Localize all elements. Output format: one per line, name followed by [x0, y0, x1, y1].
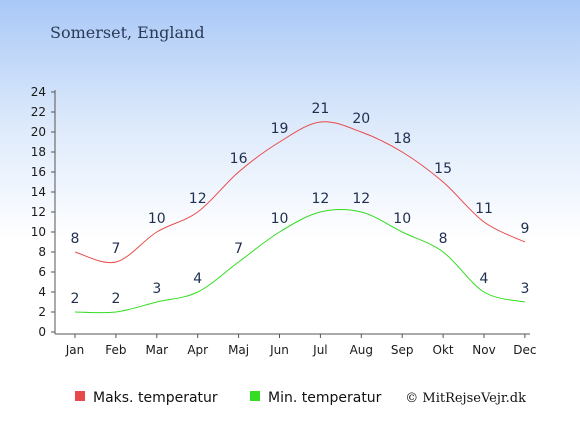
max-value-label: 12	[189, 191, 207, 207]
max-value-label: 15	[434, 161, 452, 177]
legend-label-min: Min. temperatur	[268, 390, 382, 406]
min-value-label: 3	[152, 281, 161, 297]
legend-swatch-max	[75, 391, 85, 401]
min-value-label: 10	[271, 211, 289, 227]
min-value-label: 8	[439, 231, 448, 247]
min-value-label: 3	[520, 281, 529, 297]
max-value-label: 16	[230, 151, 248, 167]
legend-label-max: Maks. temperatur	[93, 390, 218, 406]
y-tick-label: 16	[31, 165, 46, 179]
min-value-label: 10	[393, 211, 411, 227]
max-value-label: 20	[352, 111, 370, 127]
y-tick-label: 24	[31, 85, 46, 99]
max-value-label: 11	[475, 201, 493, 217]
max-value-label: 21	[311, 101, 329, 117]
min-value-label: 2	[71, 291, 80, 307]
max-value-label: 9	[520, 221, 529, 237]
x-tick-label: Maj	[228, 343, 249, 357]
legend-swatch-min	[250, 391, 260, 401]
y-tick-label: 18	[31, 145, 46, 159]
min-value-label: 12	[311, 191, 329, 207]
max-value-label: 7	[111, 241, 120, 257]
data-labels: 8 7 10 12 16 19 21 20 18 15 11 9 2 2 3 4 7 10 12 12 10 8 4 3	[71, 101, 530, 307]
x-tick-label: Sep	[391, 343, 414, 357]
y-tick-label: 2	[38, 305, 46, 319]
x-tick-label: Jul	[312, 343, 327, 357]
legend: Maks. temperatur Min. temperatur	[75, 390, 382, 406]
max-value-label: 10	[148, 211, 166, 227]
x-tick-label: Mar	[145, 343, 168, 357]
x-tick-label: Dec	[513, 343, 536, 357]
y-tick-label: 12	[31, 205, 46, 219]
max-value-label: 18	[393, 131, 411, 147]
min-value-label: 2	[111, 291, 120, 307]
max-value-label: 19	[271, 121, 289, 137]
max-temperature-line	[74, 121, 526, 264]
y-tick-label: 20	[31, 125, 46, 139]
x-tick-label: Feb	[105, 343, 126, 357]
series-layer	[74, 121, 526, 314]
x-tick-label: Aug	[350, 343, 373, 357]
min-value-label: 12	[352, 191, 370, 207]
x-tick-label: Jan	[65, 343, 85, 357]
y-tick-label: 22	[31, 105, 46, 119]
y-tick-label: 8	[38, 245, 46, 259]
copyright-text: © MitRejseVejr.dk	[405, 391, 526, 406]
y-tick-label: 0	[38, 325, 46, 339]
chart-title: Somerset, England	[50, 23, 205, 42]
x-tick-label: Jun	[269, 343, 289, 357]
y-tick-label: 10	[31, 225, 46, 239]
x-tick-label: Nov	[472, 343, 495, 357]
x-tick-label: Okt	[433, 343, 454, 357]
y-tick-label: 6	[38, 265, 46, 279]
min-value-label: 4	[193, 271, 202, 287]
min-temperature-line	[74, 209, 526, 314]
min-value-label: 4	[480, 271, 489, 287]
y-tick-label: 4	[38, 285, 46, 299]
max-value-label: 8	[71, 231, 80, 247]
min-value-label: 7	[234, 241, 243, 257]
y-tick-label: 14	[31, 185, 46, 199]
x-tick-label: Apr	[187, 343, 208, 357]
